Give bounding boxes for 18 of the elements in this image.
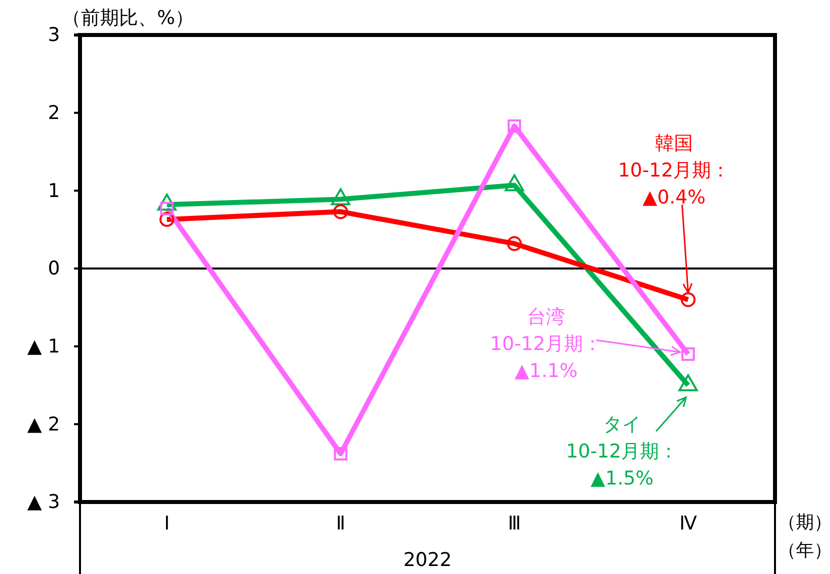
- annotation: タイ 10-12月期： ▲1.5%: [566, 413, 678, 490]
- annotation: 韓国 10-12月期： ▲0.4%: [618, 132, 730, 209]
- y-tick-label: ▲ 1: [27, 335, 60, 358]
- y-axis-title: （前期比、%）: [62, 7, 194, 29]
- text: （年）: [778, 540, 830, 561]
- y-tick-label: 3: [48, 24, 60, 46]
- x-tick-label: Ⅲ: [508, 512, 521, 534]
- x-tick-label: Ⅳ: [679, 512, 698, 534]
- text: （期）: [778, 512, 830, 533]
- y-tick-label: 1: [48, 180, 60, 202]
- annotation: 台湾 10-12月期： ▲1.1%: [490, 306, 602, 382]
- y-tick-label: ▲ 2: [27, 413, 60, 436]
- y-tick-label: 2: [48, 102, 60, 124]
- x-axis-title: 2022: [403, 549, 452, 571]
- y-tick-label: ▲ 3: [27, 491, 60, 514]
- y-tick-label: 0: [48, 258, 60, 280]
- x-tick-label: Ⅱ: [336, 512, 346, 534]
- x-tick-label: Ⅰ: [164, 512, 170, 534]
